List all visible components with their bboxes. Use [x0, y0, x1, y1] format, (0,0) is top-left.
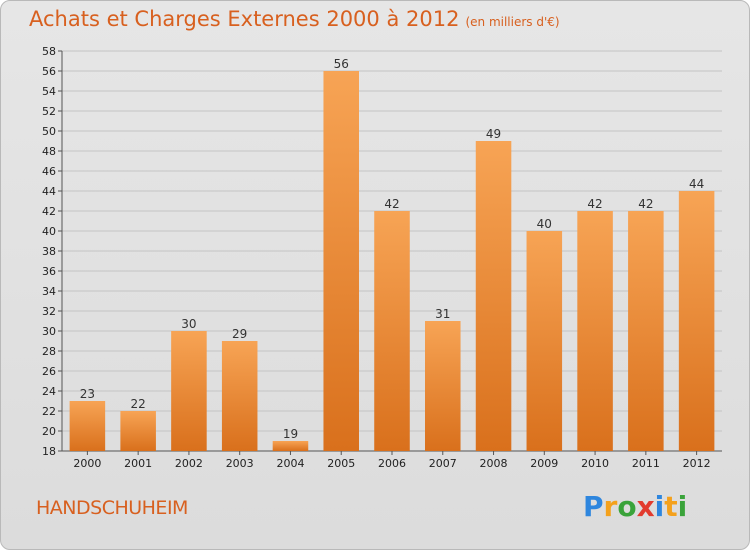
bar-value-label: 56 [334, 57, 349, 71]
logo-letter: P [583, 490, 604, 523]
logo-letter: i [677, 490, 688, 523]
y-tick-label: 26 [42, 365, 56, 378]
y-tick-label: 30 [42, 325, 56, 338]
bar [475, 141, 512, 451]
chart-title: Achats et Charges Externes 2000 à 2012 (e… [29, 7, 560, 31]
bar-value-label: 44 [689, 177, 704, 191]
y-tick-label: 22 [42, 405, 56, 418]
bar-value-label: 29 [232, 327, 247, 341]
y-tick-label: 46 [42, 165, 56, 178]
bar [577, 211, 613, 451]
logo-letter: i [654, 490, 665, 523]
bar-value-label: 49 [486, 127, 501, 141]
x-tick-label: 2012 [683, 457, 711, 470]
y-tick-label: 40 [42, 225, 56, 238]
y-tick-label: 58 [42, 45, 56, 58]
y-tick-label: 18 [42, 445, 56, 458]
x-tick-label: 2001 [124, 457, 152, 470]
x-tick-label: 2008 [480, 457, 508, 470]
bar [171, 331, 207, 451]
x-axis: 2000 2001 2002 2003 2004 2005 2006 2007 2008 2009… [73, 451, 711, 470]
y-tick-label: 42 [42, 205, 56, 218]
logo-letter: r [603, 490, 618, 523]
bar [678, 191, 715, 451]
bar [221, 341, 258, 451]
x-tick-label: 2007 [429, 457, 457, 470]
bar [69, 401, 106, 451]
bar [272, 441, 309, 451]
bar-value-label: 40 [537, 217, 552, 231]
y-tick-label: 34 [42, 285, 56, 298]
bar [425, 321, 461, 451]
bar-value-label: 42 [587, 197, 602, 211]
logo-letter: o [617, 490, 637, 523]
x-tick-label: 2005 [327, 457, 355, 470]
y-tick-label: 48 [42, 145, 56, 158]
bar [323, 71, 359, 451]
x-tick-label: 2006 [378, 457, 406, 470]
bar-value-label: 19 [283, 427, 298, 441]
y-tick-label: 24 [42, 385, 56, 398]
bar [526, 231, 563, 451]
y-tick-label: 44 [42, 185, 56, 198]
bar [120, 411, 156, 451]
y-tick-label: 28 [42, 345, 56, 358]
bar-value-label: 23 [80, 387, 95, 401]
bar-value-label: 42 [384, 197, 399, 211]
y-tick-label: 50 [42, 125, 56, 138]
y-tick-label: 36 [42, 265, 56, 278]
logo-letter: t [664, 490, 678, 523]
bar [374, 211, 410, 451]
x-tick-label: 2002 [175, 457, 203, 470]
proxiti-logo: Proxiti [583, 490, 687, 523]
y-tick-label: 38 [42, 245, 56, 258]
chart-subtitle: (en milliers d'€) [465, 15, 560, 29]
x-tick-label: 2004 [276, 457, 304, 470]
bar-value-label: 30 [181, 317, 196, 331]
x-tick-label: 2009 [530, 457, 558, 470]
bar-value-label: 42 [638, 197, 653, 211]
bar-value-label: 22 [131, 397, 146, 411]
bar [628, 211, 664, 451]
y-tick-label: 52 [42, 105, 56, 118]
bar-value-label: 31 [435, 307, 450, 321]
bars: 23 22 30 29 19 56 42 31 49 40 42 42 44 [69, 57, 715, 451]
place-name: HANDSCHUHEIM [36, 497, 188, 519]
y-tick-label: 56 [42, 65, 56, 78]
x-tick-label: 2000 [73, 457, 101, 470]
x-tick-label: 2010 [581, 457, 609, 470]
x-tick-label: 2011 [632, 457, 660, 470]
x-tick-label: 2003 [226, 457, 254, 470]
logo-letter: x [636, 490, 655, 523]
y-tick-label: 54 [42, 85, 56, 98]
y-tick-label: 32 [42, 305, 56, 318]
y-tick-label: 20 [42, 425, 56, 438]
